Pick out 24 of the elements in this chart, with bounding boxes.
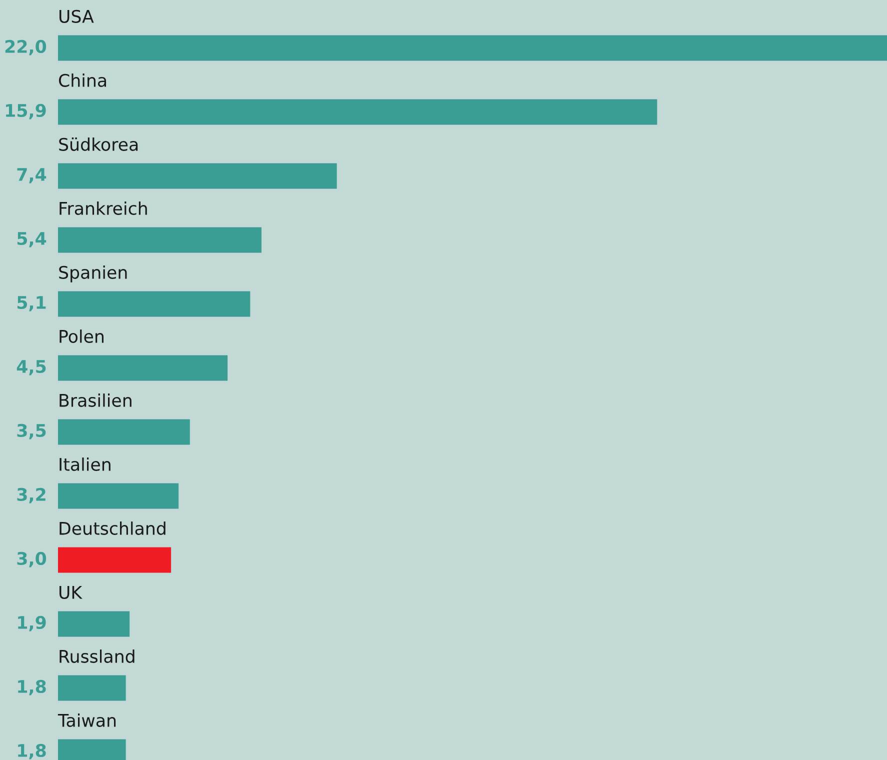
y-tick-label: Taiwan — [58, 714, 116, 727]
data-label: 3,2 — [17, 488, 46, 504]
y-tick-label: UK — [60, 586, 82, 599]
y-tick-label: Frankreich — [60, 202, 147, 215]
data-label: 1,8 — [18, 680, 46, 696]
data-label: 4,5 — [16, 360, 46, 376]
y-tick-label: Russland — [60, 650, 134, 663]
y-tick-label: Polen — [60, 330, 104, 343]
data-label: 22,0 — [5, 40, 46, 56]
data-label: 5,1 — [17, 296, 46, 312]
data-label: 3,5 — [17, 424, 46, 440]
y-tick-label: USA — [60, 10, 94, 23]
y-tick-label: Brasilien — [60, 394, 132, 407]
y-tick-label: Spanien — [59, 266, 127, 282]
data-label: 7,4 — [17, 168, 46, 184]
y-tick-label: Südkorea — [59, 138, 138, 151]
data-label: 1,9 — [18, 616, 46, 632]
data-label: 3,0 — [17, 552, 46, 568]
data-label: 15,9 — [6, 104, 46, 120]
y-tick-label: Italien — [60, 458, 110, 471]
y-tick-label: China — [58, 74, 106, 87]
y-tick-label: Deutschland — [60, 522, 166, 535]
data-label: 1,8 — [18, 744, 46, 760]
data-label: 5,4 — [17, 232, 46, 248]
